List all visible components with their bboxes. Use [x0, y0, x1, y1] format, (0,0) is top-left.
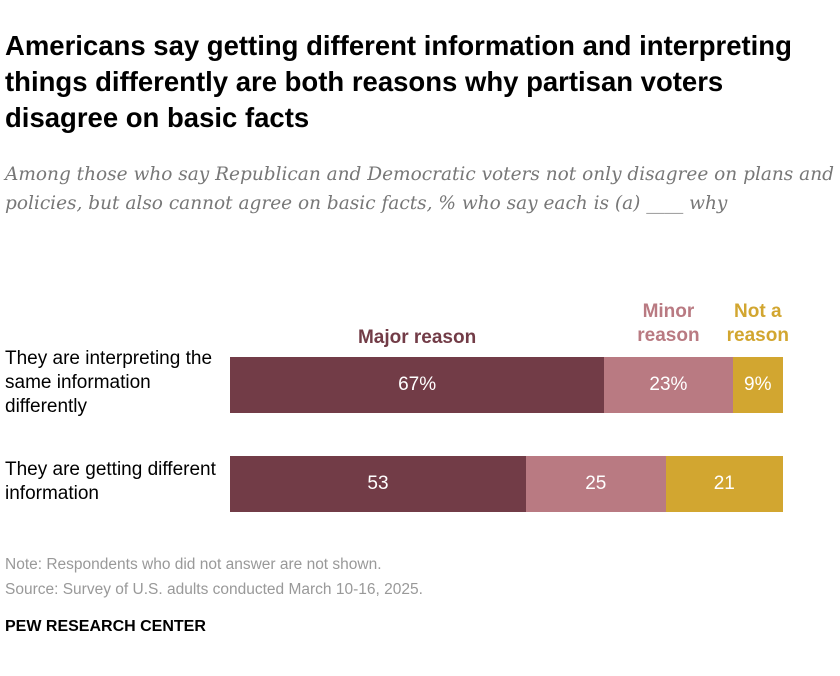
data-label: 25 — [585, 473, 607, 494]
chart-subtitle: Among those who say Republican and Democ… — [5, 164, 834, 214]
legend-item: Minor reason — [637, 301, 700, 346]
bar-segment-major-reason: 67% — [230, 357, 605, 413]
footnotes: Note: Respondents who did not answer are… — [5, 552, 423, 602]
bar-segment-not-a-reason: 9% — [732, 357, 783, 413]
legend-item: Major reason — [357, 327, 477, 348]
data-label: 9% — [744, 374, 772, 395]
chart-title: Americans say getting different informat… — [5, 30, 792, 133]
bar-segment-minor-reason: 23% — [604, 357, 733, 413]
data-label: 21 — [713, 473, 735, 494]
data-label: 53 — [367, 473, 389, 494]
brand-logo: PEW RESEARCH CENTER — [5, 618, 206, 635]
bar-segment-major-reason: 53 — [230, 456, 526, 512]
row-label: They are getting different information — [5, 459, 216, 504]
data-label: 67% — [398, 374, 437, 395]
source: Source: Survey of U.S. adults conducted … — [5, 581, 423, 598]
bar-segment-not-a-reason: 21 — [665, 456, 783, 512]
row-label: They are interpreting the same informati… — [5, 348, 213, 417]
legend-item: Not a reason — [726, 301, 789, 346]
bar-segment-minor-reason: 25 — [526, 456, 666, 512]
note: Note: Respondents who did not answer are… — [5, 556, 382, 573]
data-label: 23% — [649, 374, 688, 395]
